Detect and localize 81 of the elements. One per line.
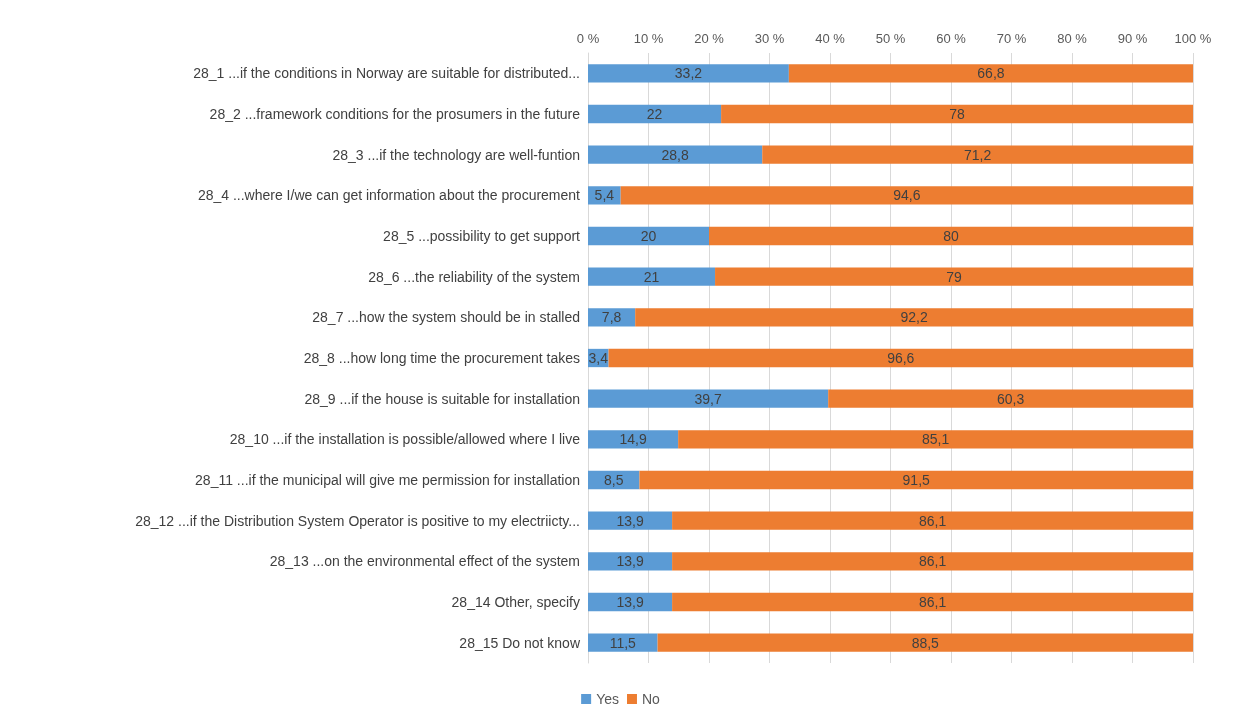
bar bbox=[828, 389, 1193, 408]
x-tick-label: 60 % bbox=[936, 31, 967, 46]
y-tick-label: 28_6 ...the reliability of the system bbox=[368, 268, 580, 285]
data-label: 13,9 bbox=[616, 512, 644, 529]
data-label: 5,4 bbox=[594, 187, 615, 204]
bar bbox=[635, 308, 1193, 327]
x-tick-label: 90 % bbox=[1117, 31, 1148, 46]
data-label: 20 bbox=[640, 228, 657, 244]
data-label: 80 bbox=[943, 228, 959, 244]
y-tick-label: 28_5 ...possibility to get support bbox=[383, 228, 581, 244]
data-label: 11,5 bbox=[609, 634, 637, 651]
bar bbox=[588, 633, 658, 652]
y-tick-label: 28_2 ...framework conditions for the prosumers in the future bbox=[209, 106, 581, 122]
x-tick-label: 0 % bbox=[576, 31, 600, 46]
x-tick-label: 10 % bbox=[633, 31, 664, 46]
y-tick-label: 28_4 ...where I/we can get information about the procurement bbox=[197, 187, 581, 204]
data-label: 39,7 bbox=[694, 390, 722, 407]
data-label: 86,1 bbox=[918, 512, 947, 529]
data-label: 96,6 bbox=[887, 350, 915, 366]
bar bbox=[672, 511, 1193, 530]
bar bbox=[672, 552, 1193, 571]
data-label: 8,5 bbox=[603, 472, 624, 488]
bar bbox=[620, 186, 1193, 205]
y-tick-label: 28_8 ...how long time the procurement takes bbox=[303, 350, 580, 366]
data-label: 33,2 bbox=[674, 65, 703, 82]
bar bbox=[608, 348, 1193, 368]
data-label: 21 bbox=[643, 268, 660, 285]
x-tick-label: 30 % bbox=[754, 31, 785, 46]
legend-label: No bbox=[641, 691, 661, 707]
y-tick-label: 28_14 Other, specify bbox=[451, 594, 580, 610]
y-tick-label: 28_12 ...if the Distribution System Operator is positive to my electriicty... bbox=[135, 512, 580, 529]
data-label: 71,2 bbox=[963, 146, 992, 163]
data-label: 66,8 bbox=[977, 65, 1005, 82]
data-label: 92,2 bbox=[900, 309, 928, 326]
y-tick-label: 28_15 Do not know bbox=[459, 634, 581, 651]
data-label: 79 bbox=[946, 268, 963, 285]
bar bbox=[588, 226, 709, 246]
y-tick-label: 28_11 ...if the municipal will give me permission for installation bbox=[195, 472, 580, 488]
data-label: 22 bbox=[646, 106, 663, 122]
data-label: 60,3 bbox=[996, 390, 1025, 407]
data-label: 86,1 bbox=[918, 594, 947, 610]
x-tick-label: 70 % bbox=[996, 31, 1027, 46]
legend-label: Yes bbox=[596, 691, 619, 707]
data-label: 78 bbox=[949, 106, 966, 122]
bar bbox=[788, 64, 1193, 83]
y-tick-label: 28_7 ...how the system should be in stalled bbox=[312, 309, 580, 326]
bar bbox=[672, 592, 1193, 612]
data-label: 13,9 bbox=[616, 553, 644, 570]
x-tick-label: 100 % bbox=[1174, 31, 1212, 46]
data-label: 14,9 bbox=[619, 431, 647, 448]
bar bbox=[588, 267, 716, 286]
data-label: 3,4 bbox=[588, 350, 609, 366]
data-label: 13,9 bbox=[616, 594, 644, 610]
bar bbox=[709, 226, 1193, 246]
y-tick-label: 28_3 ...if the technology are well-funtion bbox=[332, 146, 580, 163]
bar bbox=[715, 267, 1193, 286]
bar bbox=[721, 104, 1193, 124]
x-tick-label: 80 % bbox=[1057, 31, 1088, 46]
x-tick-label: 20 % bbox=[694, 31, 725, 46]
bar bbox=[762, 145, 1193, 164]
y-tick-label: 28_1 ...if the conditions in Norway are suitable for distributed... bbox=[193, 65, 580, 82]
bar bbox=[588, 389, 829, 408]
y-tick-label: 28_10 ...if the installation is possible/allowed where I live bbox=[229, 431, 581, 448]
bar bbox=[678, 430, 1193, 449]
bar bbox=[588, 145, 763, 164]
data-label: 94,6 bbox=[893, 187, 921, 204]
bar bbox=[657, 633, 1193, 652]
x-tick-label: 50 % bbox=[875, 31, 906, 46]
y-tick-label: 28_9 ...if the house is suitable for installation bbox=[304, 390, 580, 407]
data-label: 7,8 bbox=[601, 309, 622, 326]
bar bbox=[639, 470, 1193, 490]
data-label: 28,8 bbox=[661, 146, 689, 163]
data-label: 91,5 bbox=[902, 472, 931, 488]
data-label: 88,5 bbox=[911, 634, 940, 651]
bar bbox=[588, 64, 789, 83]
bar bbox=[588, 430, 679, 449]
bar bbox=[588, 104, 722, 124]
data-label: 86,1 bbox=[918, 553, 947, 570]
data-label: 85,1 bbox=[921, 431, 950, 448]
y-tick-label: 28_13 ...on the environmental effect of the system bbox=[269, 553, 580, 570]
x-tick-label: 40 % bbox=[815, 31, 846, 46]
